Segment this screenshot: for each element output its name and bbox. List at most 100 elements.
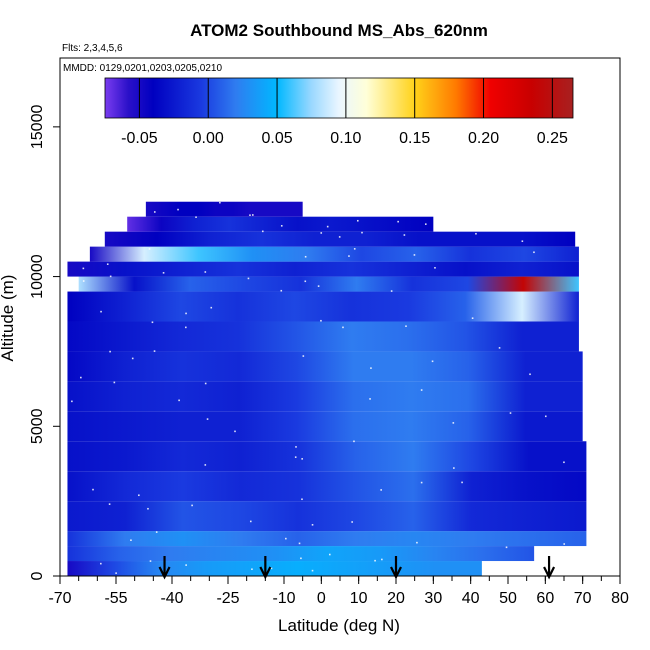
x-tick-label: -10 [272,590,295,607]
sample-point [356,219,359,222]
sample-point [249,520,252,523]
x-tick-label: 80 [611,590,629,607]
heatmap-bin [67,411,583,442]
sample-point [113,381,116,384]
chart-title: ATOM2 Southbound MS_Abs_620nm [190,21,488,40]
sample-point [270,567,273,570]
sample-point [475,232,477,235]
sample-point [234,430,236,433]
sample-point [130,539,132,542]
sample-point [151,321,154,324]
sample-point [115,572,117,574]
sample-point [420,389,423,391]
sample-point [131,357,134,360]
heatmap-bin [67,561,482,576]
sample-point [498,347,501,349]
sample-point [108,503,111,505]
sample-point [533,251,535,254]
colorbar-tick-label: 0.00 [193,130,224,147]
sample-point [204,271,207,273]
y-tick-label: 0 [29,571,46,580]
x-tick-label: 30 [424,590,442,607]
colorbar-tick-label: 0.20 [468,130,499,147]
arrow-head [543,566,556,580]
heatmap-bin [127,216,434,232]
sample-point [544,415,547,418]
sample-point [453,467,455,469]
sample-point [328,553,331,556]
sample-point [204,382,207,385]
sample-point [298,542,301,545]
sample-point [403,234,406,236]
sample-point [452,422,455,424]
sample-point [191,504,193,507]
colorbar-tick-label: 0.15 [399,130,430,147]
arrow-head [158,566,171,580]
x-axis: -70 -55 -40 -25 -10 0 10 20 30 40 50 60 70 80 [48,576,629,607]
colorbar [104,77,574,119]
sample-point [210,306,213,309]
sample-point [380,489,382,491]
sample-point [206,418,209,420]
heatmap-bin [67,351,583,382]
sample-point [405,325,407,327]
x-tick-label: 50 [499,590,517,607]
sample-point [185,564,187,566]
sample-point [471,317,474,319]
sample-point [370,367,372,369]
x-tick-label: 70 [574,590,592,607]
sample-point [311,569,314,572]
heatmap-bin [67,381,583,412]
sample-point [185,312,187,315]
colorbar-ticks: -0.05 0.00 0.05 0.10 0.15 0.20 0.25 [121,78,568,147]
heatmap-cells [67,201,587,576]
x-axis-label: Latitude (deg N) [278,616,400,635]
sample-point [563,461,565,464]
x-tick-label: 60 [536,590,554,607]
sample-point [300,557,302,560]
sample-point [80,376,82,379]
heatmap-bin [89,246,579,262]
x-tick-label: -40 [160,590,183,607]
sample-point [521,240,524,243]
sample-point [304,255,307,258]
y-tick-label: 10000 [29,254,46,299]
heatmap-bin [67,531,587,547]
heatmap-bin [67,471,587,502]
x-tick-label: 10 [350,590,368,607]
sample-point [251,568,253,571]
sample-point [109,350,111,353]
sample-points [71,201,566,574]
sample-point [295,446,297,448]
heatmap-bin [67,546,535,562]
sample-point [397,220,399,223]
sample-point [149,560,152,562]
sample-point [280,225,283,227]
sample-point [304,280,307,283]
sample-point [420,481,423,484]
x-tick-label: -70 [48,590,71,607]
sample-point [138,494,140,497]
sample-point [381,558,383,561]
sample-point [148,248,151,250]
sample-point [424,223,427,225]
colorbar-tick-label: -0.05 [121,130,158,147]
sample-point [177,208,179,211]
x-tick-label: -25 [216,590,239,607]
sample-point [505,546,508,549]
sample-point [369,398,371,400]
sample-point [374,559,376,562]
x-tick-label: 20 [387,590,405,607]
y-tick-label: 5000 [29,408,46,444]
flights-label: Flts: 2,3,4,5,6 [62,43,123,54]
sample-point [162,272,165,274]
sample-point [311,524,314,526]
sample-point [252,214,254,216]
sample-point [326,225,329,228]
sample-point [100,562,102,565]
sample-point [353,440,355,443]
sample-point [351,521,353,523]
sample-point [348,255,350,257]
sample-point [249,214,251,216]
heatmap-bin [78,276,579,292]
